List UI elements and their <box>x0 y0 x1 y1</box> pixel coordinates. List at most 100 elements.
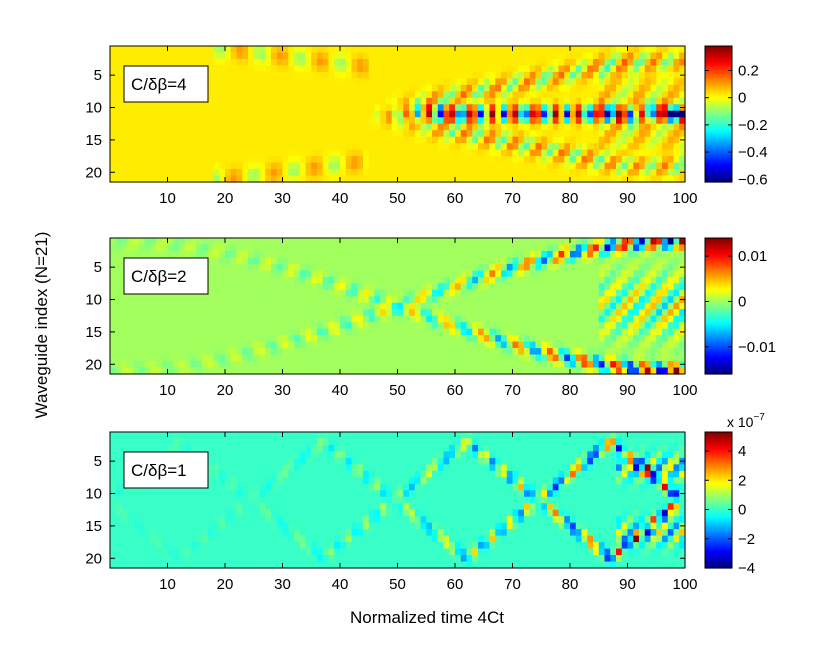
heat-cell <box>150 52 157 60</box>
heat-cell <box>587 238 594 246</box>
heat-cell <box>317 276 324 284</box>
heat-cell <box>397 309 404 317</box>
heat-cell <box>587 78 594 86</box>
heat-cell <box>317 78 324 86</box>
heat-cell <box>639 328 646 336</box>
heat-cell <box>265 136 272 144</box>
heat-cell <box>616 52 623 60</box>
heat-cell <box>587 46 594 54</box>
heat-cell <box>478 328 485 336</box>
heat-cell <box>409 335 416 343</box>
heat-cell <box>213 451 220 459</box>
heat-cell <box>150 438 157 446</box>
heat-cell <box>340 46 347 54</box>
heat-cell <box>351 296 358 304</box>
heat-cell <box>397 162 404 170</box>
heat-cell <box>121 361 128 369</box>
colorbar-swatch <box>705 90 732 94</box>
heat-cell <box>667 367 675 375</box>
heat-cell <box>150 348 157 356</box>
heat-cell <box>271 432 278 440</box>
heat-cell <box>219 104 226 112</box>
heat-cell <box>202 335 209 343</box>
heat-cell <box>506 58 514 67</box>
heat-cell <box>115 457 123 465</box>
heat-cell <box>380 117 387 125</box>
heat-cell <box>558 244 565 252</box>
heat-cell <box>386 354 393 362</box>
heat-cell <box>633 444 640 453</box>
heat-cell <box>466 451 473 459</box>
colorbar-swatch <box>705 244 732 248</box>
heat-cell <box>127 367 134 375</box>
heat-cell <box>466 341 473 349</box>
heat-cell <box>305 123 312 131</box>
heat-cell <box>541 46 548 54</box>
heat-cell <box>391 110 399 118</box>
heat-cell <box>225 91 232 99</box>
heat-cell <box>639 162 646 170</box>
heat-cell <box>403 257 410 265</box>
heat-cell <box>190 302 197 310</box>
heat-cell <box>368 110 376 118</box>
heat-cell <box>363 367 370 375</box>
heat-cell <box>679 348 686 356</box>
heat-cell <box>414 244 422 252</box>
heat-cell <box>265 156 272 164</box>
heat-cell <box>213 156 220 164</box>
heat-cell <box>363 169 370 177</box>
heat-cell <box>259 149 266 157</box>
heat-cell <box>495 289 502 297</box>
heat-cell <box>501 438 508 446</box>
heat-cell <box>524 263 531 271</box>
heat-cell <box>489 263 496 271</box>
heat-cell <box>650 143 657 151</box>
heat-cell <box>374 244 381 252</box>
heat-cell <box>345 78 353 86</box>
heat-cell <box>207 175 215 183</box>
heat-cell <box>409 52 416 60</box>
heat-cell <box>472 97 479 105</box>
heat-cell <box>248 257 255 265</box>
heat-cell <box>363 432 370 440</box>
heat-cell <box>265 71 272 79</box>
heat-cell <box>276 283 284 291</box>
heat-cell <box>225 322 232 330</box>
heat-cell <box>305 276 312 284</box>
heat-cell <box>282 361 289 369</box>
heat-cell <box>518 143 525 151</box>
heat-cell <box>575 65 583 73</box>
heat-cell <box>506 328 514 336</box>
heat-cell <box>253 464 261 472</box>
heat-cell <box>541 149 548 157</box>
heat-cell <box>449 354 456 362</box>
heat-cell <box>133 244 140 252</box>
heat-cell <box>512 444 519 453</box>
heat-cell <box>133 444 140 453</box>
heat-cell <box>409 438 416 446</box>
heat-cell <box>397 341 404 349</box>
heat-cell <box>328 130 335 138</box>
heat-cell <box>161 250 169 259</box>
heat-cell <box>512 432 519 440</box>
heat-cell <box>386 322 393 330</box>
heat-cell <box>443 348 450 356</box>
heat-cell <box>558 65 565 73</box>
heat-cell <box>271 444 278 453</box>
heat-cell <box>616 283 623 291</box>
heat-cell <box>259 250 266 259</box>
heat-cell <box>179 136 186 144</box>
heat-cell <box>489 270 496 278</box>
heat-cell <box>489 367 496 375</box>
heat-cell <box>621 149 629 157</box>
heat-cell <box>495 130 502 138</box>
heat-cell <box>397 238 404 246</box>
heat-cell <box>294 328 301 336</box>
heat-cell <box>524 117 531 125</box>
heat-cell <box>288 58 295 67</box>
heat-cell <box>478 322 485 330</box>
heat-cell <box>184 104 192 112</box>
heat-cell <box>616 367 623 375</box>
heat-cell <box>374 238 381 246</box>
heat-cell <box>483 263 491 271</box>
